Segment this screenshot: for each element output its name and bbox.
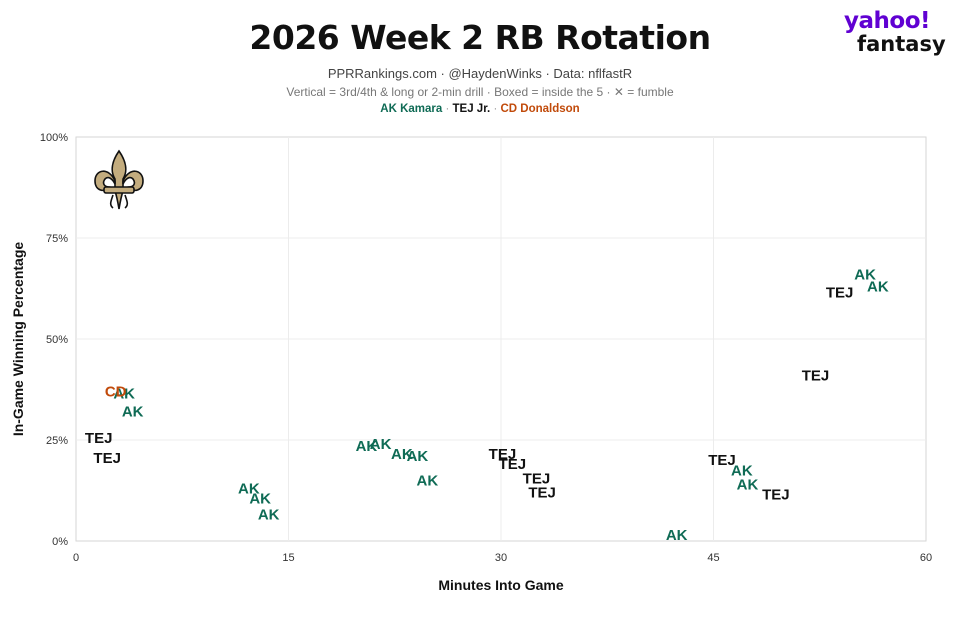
yahoo-fantasy-logo: yahoo! fantasy <box>844 10 954 55</box>
data-point-ak: AK <box>122 404 144 421</box>
data-point-ak: AK <box>666 527 688 544</box>
y-tick-label: 25% <box>46 435 68 447</box>
y-tick-label: 50% <box>46 334 68 346</box>
data-point-tej: TEJ <box>762 487 790 504</box>
data-point-ak: AK <box>370 436 392 453</box>
data-point-ak: AK <box>854 266 876 283</box>
grid <box>76 137 926 541</box>
y-tick-label: 100% <box>40 132 68 144</box>
x-tick-label: 60 <box>920 552 932 564</box>
data-point-ak: AK <box>113 386 135 403</box>
data-point-ak: AK <box>731 462 753 479</box>
data-point-ak: AK <box>407 448 429 465</box>
brand-yahoo: yahoo! <box>844 8 930 34</box>
x-tick-label: 30 <box>495 552 507 564</box>
data-point-tej: TEJ <box>523 470 551 487</box>
legend-separator: · <box>445 103 450 115</box>
y-tick-label: 75% <box>46 233 68 245</box>
data-point-tej: TEJ <box>489 446 517 463</box>
data-point-ak: AK <box>867 278 889 295</box>
data-point-ak: AK <box>416 472 438 489</box>
data-point-tej: TEJ <box>528 485 556 502</box>
data-point-ak: AK <box>391 446 413 463</box>
data-point-ak: AK <box>737 476 759 493</box>
y-tick-label: 0% <box>52 536 68 548</box>
chart-title: 2026 Week 2 RB Rotation <box>249 18 711 57</box>
x-tick-label: 15 <box>282 552 294 564</box>
data-point-tej: TEJ <box>93 450 121 467</box>
x-axis-title: Minutes Into Game <box>438 577 563 593</box>
legend-item-donaldson: CD Donaldson <box>500 103 580 115</box>
data-point-ak: AK <box>258 507 280 524</box>
y-axis-title: In-Game Winning Percentage <box>10 242 26 437</box>
brand-fantasy: fantasy <box>857 32 946 56</box>
data-point-tej: TEJ <box>708 452 736 469</box>
data-point-tej: TEJ <box>802 367 830 384</box>
saints-fleur-de-lis-icon <box>94 149 144 210</box>
data-point-tej: TEJ <box>499 456 527 473</box>
legend-separator: · <box>493 103 498 115</box>
chart-subtitle: PPRRankings.com · @HaydenWinks · Data: n… <box>327 66 633 81</box>
legend-item-tej: TEJ Jr. <box>452 103 491 115</box>
x-tick-label: 45 <box>707 552 719 564</box>
legend-item-kamara: AK Kamara <box>380 103 443 115</box>
x-tick-label: 0 <box>73 552 79 564</box>
data-point-ak: AK <box>238 480 260 497</box>
data-point-tej: TEJ <box>85 430 113 447</box>
data-point-tej: TEJ <box>826 285 854 302</box>
data-point-cd: CD <box>105 384 127 401</box>
data-point-ak: AK <box>356 438 378 455</box>
chart-note: Vertical = 3rd/4th & long or 2-min drill… <box>286 85 674 99</box>
axis-ticks: 0 15 30 45 60 0% 25% 50% 75% 100% <box>40 132 932 564</box>
data-point-ak: AK <box>249 491 271 508</box>
legend: AK Kamara · TEJ Jr. · CD Donaldson <box>0 103 960 115</box>
